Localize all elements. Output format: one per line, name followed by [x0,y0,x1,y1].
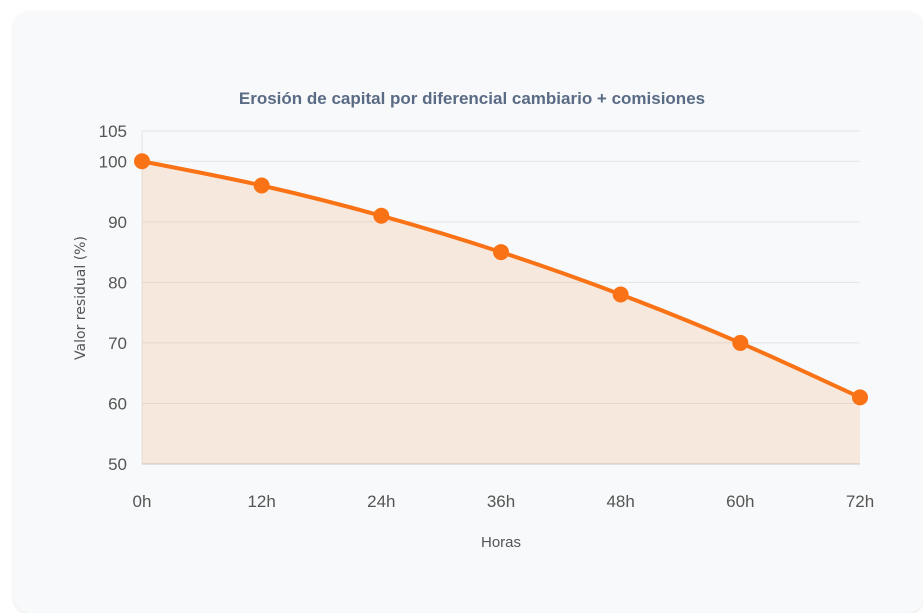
data-point[interactable] [373,207,390,224]
chart-card [14,12,923,613]
y-tick-label: 50 [108,455,127,474]
data-point[interactable] [253,177,270,194]
data-point[interactable] [612,286,629,303]
y-tick-label: 100 [99,152,127,171]
x-tick-label: 12h [247,492,275,511]
x-axis-ticks: 0h 12h 24h 36h 48h 60h 72h [133,492,875,511]
y-tick-label: 80 [108,273,127,292]
y-tick-label: 105 [99,122,127,141]
y-axis-title: Valor residual (%) [73,236,89,360]
data-point[interactable] [732,334,749,351]
x-tick-label: 0h [133,492,152,511]
x-axis-title: Horas [481,534,521,551]
y-tick-label: 60 [108,394,127,413]
data-point[interactable] [134,153,150,170]
y-tick-label: 90 [108,213,127,232]
gridlines [141,130,860,465]
x-tick-label: 72h [846,492,874,511]
x-tick-label: 60h [726,492,754,511]
y-axis-ticks: 50 60 70 80 90 100 105 [99,122,127,474]
x-tick-label: 36h [487,492,515,511]
y-tick-label: 70 [108,334,127,353]
data-point[interactable] [493,244,509,261]
x-tick-label: 24h [367,492,395,511]
data-points [134,153,868,406]
area-fill [142,161,860,465]
x-tick-label: 48h [606,492,634,511]
chart-title: Erosión de capital por diferencial cambi… [239,89,705,108]
series-area [142,161,860,465]
data-point[interactable] [852,389,868,406]
